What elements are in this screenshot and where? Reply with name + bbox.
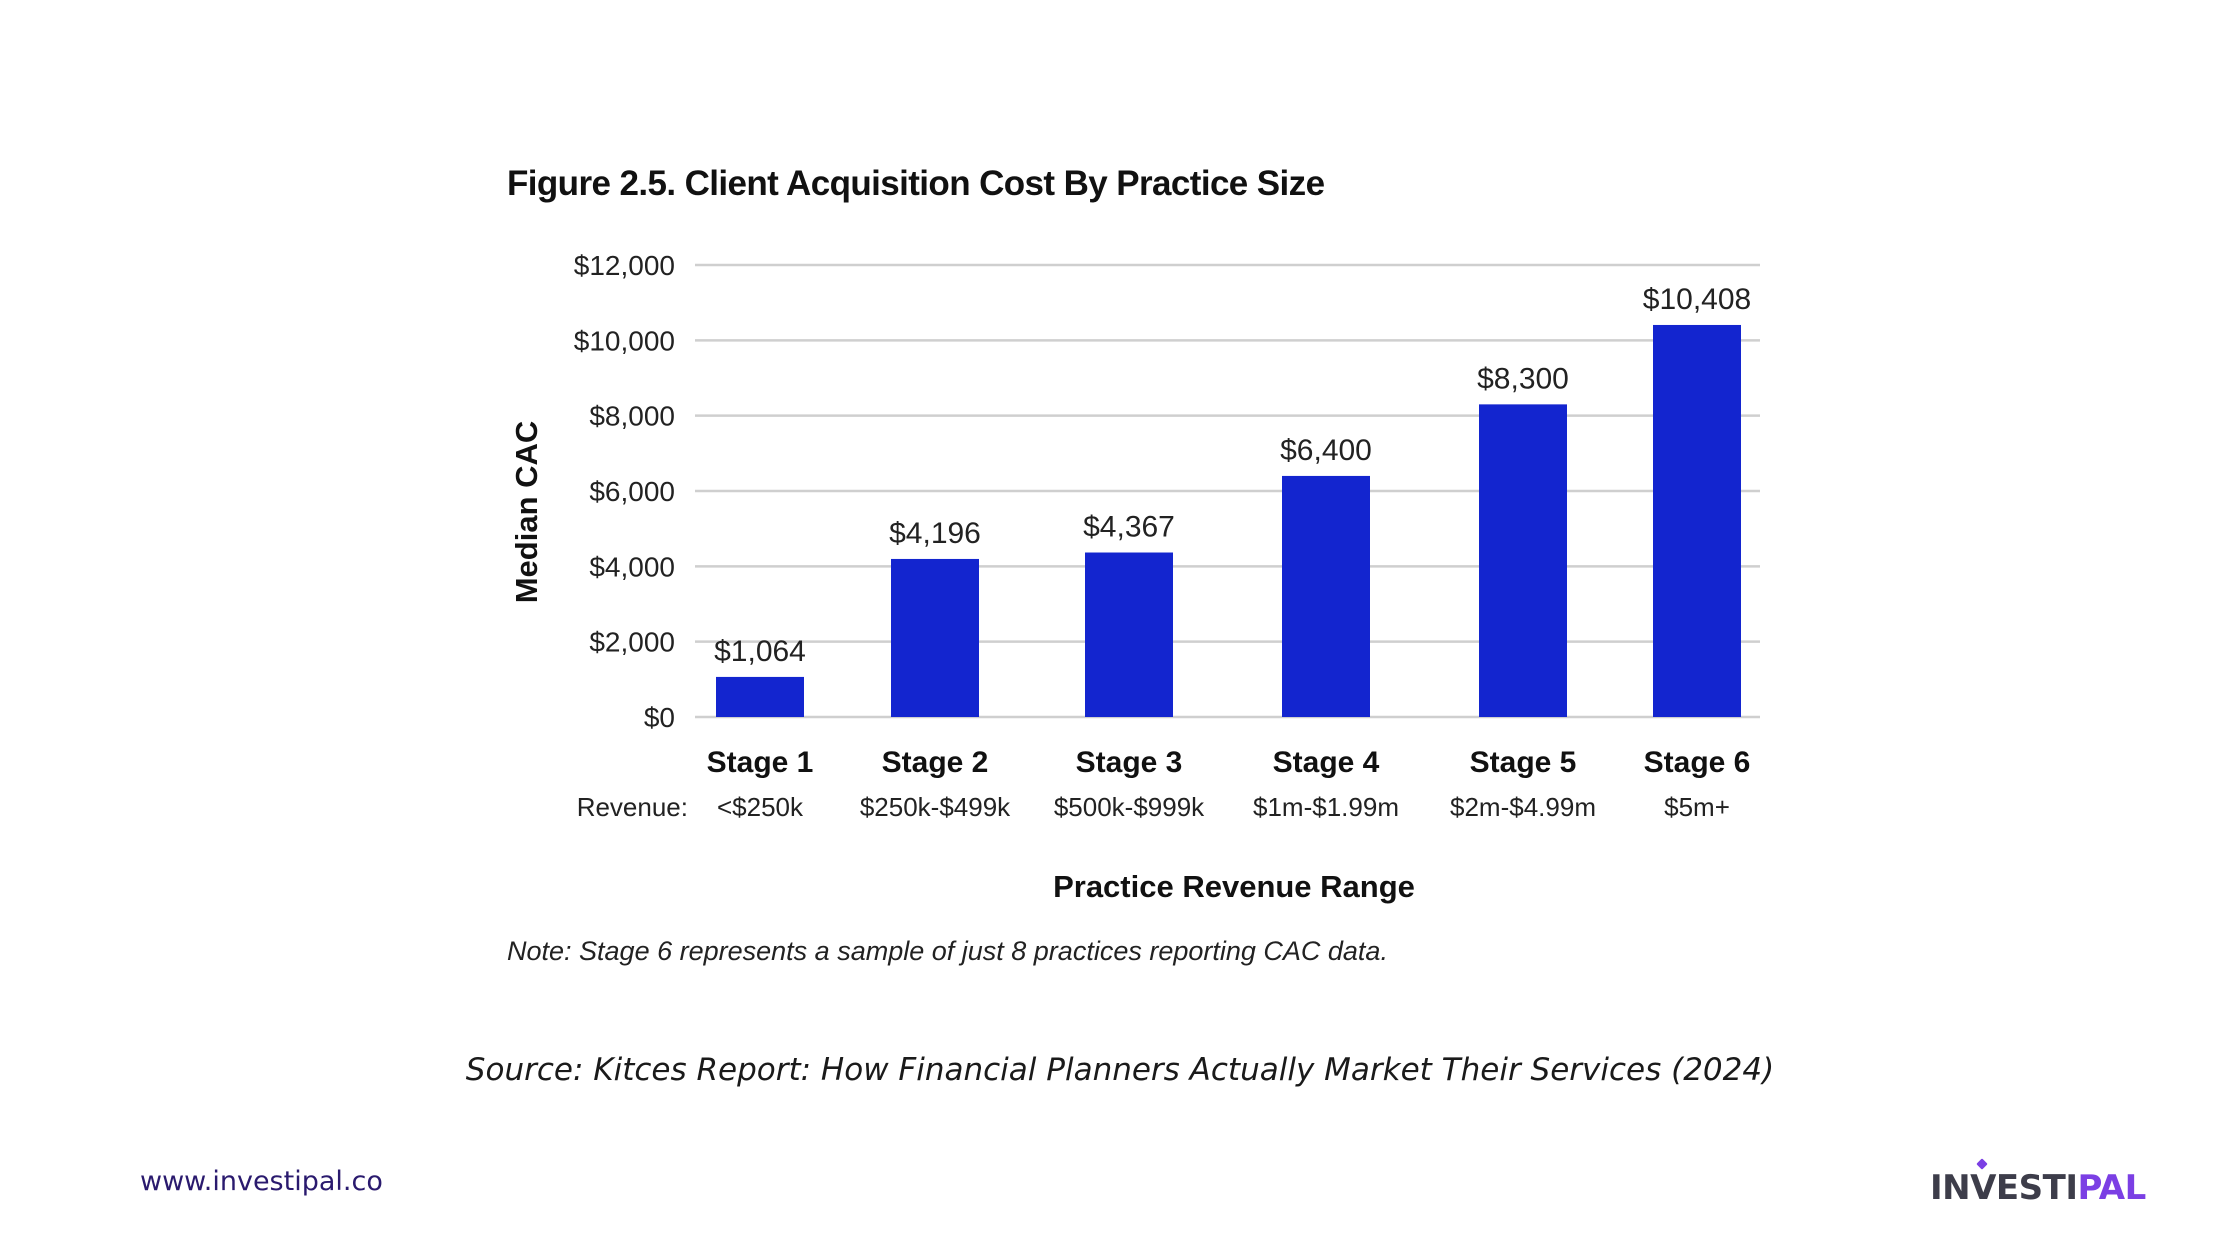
bar-chart: Figure 2.5. Client Acquisition Cost By P…: [507, 164, 1760, 966]
x-axis-title: Practice Revenue Range: [1053, 869, 1415, 904]
y-tick-label: $10,000: [574, 325, 675, 356]
x-category-label: Stage 5: [1470, 746, 1577, 779]
bar: [1653, 324, 1741, 717]
y-tick-label: $6,000: [589, 476, 675, 507]
bar: [1085, 552, 1173, 717]
bar: [1282, 475, 1370, 717]
x-revenue-range-label: $5m+: [1664, 792, 1730, 822]
source-citation: Source: Kitces Report: How Financial Pla…: [465, 1052, 1775, 1088]
x-revenue-range-label: <$250k: [717, 792, 804, 822]
y-tick-label: $4,000: [589, 551, 675, 582]
x-revenue-range-label: $1m-$1.99m: [1253, 792, 1399, 822]
bar: [1479, 404, 1567, 717]
x-category-label: Stage 4: [1273, 746, 1380, 779]
bar: [716, 676, 804, 717]
x-category-label: Stage 2: [882, 746, 989, 779]
bar: [891, 558, 979, 717]
y-axis-ticks: $0 $2,000 $4,000 $6,000 $8,000 $10,000 $12,000: [574, 250, 675, 733]
revenue-prefix: Revenue:: [577, 792, 688, 822]
x-revenue-range-label: $2m-$4.99m: [1450, 792, 1596, 822]
bar-value-label: $8,300: [1477, 362, 1569, 395]
investipal-logo: INVESTIPAL: [1930, 1158, 2146, 1208]
x-revenue-range-label: $250k-$499k: [860, 792, 1011, 822]
data-labels: $1,064 $4,196 $4,367 $6,400 $8,300 $10,408: [714, 283, 1751, 668]
website-link[interactable]: www.investipal.co: [140, 1166, 383, 1197]
bar-value-label: $4,196: [889, 517, 981, 550]
bar-value-label: $10,408: [1643, 283, 1751, 316]
y-tick-label: $8,000: [589, 401, 675, 432]
figure-title: Figure 2.5. Client Acquisition Cost By P…: [507, 164, 1325, 203]
bars: [716, 324, 1741, 717]
x-category-label: Stage 1: [707, 746, 814, 779]
chart-note: Note: Stage 6 represents a sample of jus…: [507, 936, 1388, 966]
x-axis-categories: Stage 1 <$250k Stage 2 $250k-$499k Stage 3 $5…: [707, 746, 1751, 822]
y-tick-label: $2,000: [589, 627, 675, 658]
bar-value-label: $1,064: [714, 635, 806, 668]
x-revenue-range-label: $500k-$999k: [1054, 792, 1205, 822]
x-category-label: Stage 6: [1644, 746, 1751, 779]
gridlines: [695, 263, 1760, 719]
x-category-label: Stage 3: [1076, 746, 1183, 779]
y-tick-label: $0: [644, 702, 675, 733]
y-tick-label: $12,000: [574, 250, 675, 281]
bar-value-label: $4,367: [1083, 511, 1175, 544]
y-axis-title: Median CAC: [509, 421, 544, 604]
bar-value-label: $6,400: [1280, 434, 1372, 467]
